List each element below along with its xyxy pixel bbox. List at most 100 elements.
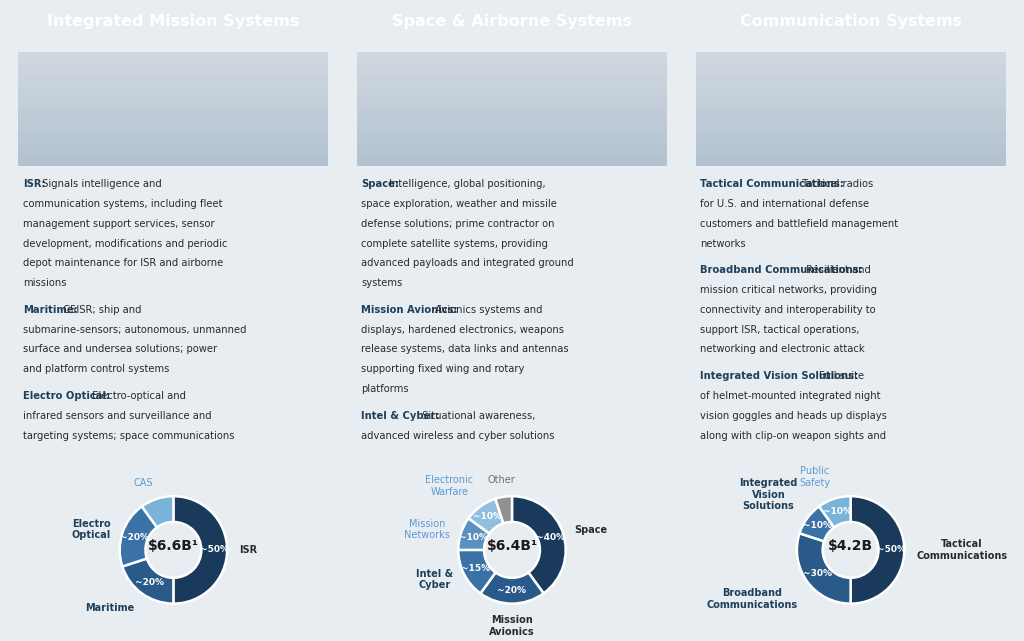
Bar	[695, 87, 1006, 98]
Bar	[695, 132, 1006, 144]
Text: Electro
Optical: Electro Optical	[72, 519, 111, 540]
Bar	[695, 121, 1006, 132]
Bar	[18, 110, 329, 121]
Wedge shape	[480, 572, 544, 604]
Bar	[18, 87, 329, 98]
Bar	[695, 53, 1006, 64]
Text: ~50%: ~50%	[877, 545, 906, 554]
Text: Electro-optical and: Electro-optical and	[89, 391, 186, 401]
Wedge shape	[122, 558, 173, 604]
Text: Mission
Networks: Mission Networks	[403, 519, 450, 540]
Text: $6.4B¹: $6.4B¹	[486, 539, 538, 553]
Bar	[18, 154, 329, 166]
Text: ~30%: ~30%	[803, 569, 833, 578]
Wedge shape	[797, 533, 851, 604]
Text: networks: networks	[700, 238, 745, 249]
Text: Intel & Cyber:: Intel & Cyber:	[361, 411, 440, 420]
Text: surface and undersea solutions; power: surface and undersea solutions; power	[23, 344, 217, 354]
Text: Situational awareness,: Situational awareness,	[419, 411, 536, 420]
Text: depot maintenance for ISR and airborne: depot maintenance for ISR and airborne	[23, 258, 223, 269]
Wedge shape	[459, 519, 489, 550]
Text: platforms: platforms	[361, 384, 409, 394]
Text: and platform control systems: and platform control systems	[23, 364, 169, 374]
Text: advanced wireless and cyber solutions: advanced wireless and cyber solutions	[361, 431, 555, 440]
Bar	[18, 75, 329, 87]
Bar	[357, 64, 667, 75]
Text: Tactical Communications:: Tactical Communications:	[700, 179, 844, 189]
Text: ~10%: ~10%	[459, 533, 487, 542]
Bar	[357, 154, 667, 166]
Text: support ISR, tactical operations,: support ISR, tactical operations,	[700, 324, 859, 335]
Text: targeting systems; space communications: targeting systems; space communications	[23, 431, 234, 440]
Text: infrared sensors and surveillance and: infrared sensors and surveillance and	[23, 411, 211, 420]
Text: ISR: ISR	[239, 545, 257, 555]
Bar	[357, 132, 667, 144]
Text: Maritime: Maritime	[86, 603, 135, 613]
Text: management support services, sensor: management support services, sensor	[23, 219, 214, 229]
Text: Space:: Space:	[361, 179, 399, 189]
Bar	[695, 110, 1006, 121]
Text: ~20%: ~20%	[135, 578, 164, 587]
Text: missions: missions	[23, 278, 67, 288]
Text: Tactical radios: Tactical radios	[799, 179, 873, 189]
Bar	[695, 75, 1006, 87]
Text: Mission
Avionics: Mission Avionics	[489, 615, 535, 637]
Text: release systems, data links and antennas: release systems, data links and antennas	[361, 344, 569, 354]
Text: Space: Space	[574, 524, 607, 535]
Text: Avionics systems and: Avionics systems and	[432, 305, 542, 315]
Text: ~10%: ~10%	[803, 521, 833, 530]
Text: Electronic
Warfare: Electronic Warfare	[425, 475, 473, 497]
Text: supporting fixed wing and rotary: supporting fixed wing and rotary	[361, 364, 524, 374]
Text: Electro Optical:: Electro Optical:	[23, 391, 110, 401]
Wedge shape	[819, 496, 851, 528]
Text: for U.S. and international defense: for U.S. and international defense	[700, 199, 869, 209]
Text: Communication Systems: Communication Systems	[739, 14, 962, 29]
Text: ~10%: ~10%	[473, 512, 503, 521]
Text: vision goggles and heads up displays: vision goggles and heads up displays	[700, 411, 887, 420]
Text: Space & Airborne Systems: Space & Airborne Systems	[392, 14, 632, 29]
Text: ~20%: ~20%	[498, 587, 526, 595]
Bar	[695, 64, 1006, 75]
Bar	[695, 154, 1006, 166]
Bar	[357, 75, 667, 87]
Text: Broadband Communications:: Broadband Communications:	[700, 265, 862, 275]
Text: CAS: CAS	[134, 478, 154, 488]
Text: ~50%: ~50%	[200, 545, 228, 554]
Text: Public
Safety: Public Safety	[799, 466, 830, 488]
Bar	[18, 98, 329, 110]
Text: advanced payloads and integrated ground: advanced payloads and integrated ground	[361, 258, 574, 269]
Text: Full suite: Full suite	[816, 371, 864, 381]
Text: $6.6B¹: $6.6B¹	[147, 539, 199, 553]
Text: Integrated
Vision
Solutions: Integrated Vision Solutions	[739, 478, 798, 512]
Text: Intelligence, global positioning,: Intelligence, global positioning,	[386, 179, 546, 189]
Text: Broadband
Communications: Broadband Communications	[707, 588, 798, 610]
Text: of helmet-mounted integrated night: of helmet-mounted integrated night	[700, 391, 881, 401]
Wedge shape	[173, 496, 227, 604]
Wedge shape	[800, 506, 835, 541]
Text: mission critical networks, providing: mission critical networks, providing	[700, 285, 877, 295]
Text: Tactical
Communications: Tactical Communications	[916, 539, 1008, 561]
Text: along with clip-on weapon sights and: along with clip-on weapon sights and	[700, 431, 886, 440]
Wedge shape	[141, 496, 173, 528]
Bar	[357, 121, 667, 132]
Text: defense solutions; prime contractor on: defense solutions; prime contractor on	[361, 219, 555, 229]
Text: ~40%: ~40%	[537, 533, 565, 542]
Wedge shape	[469, 499, 504, 533]
Text: communication systems, including fleet: communication systems, including fleet	[23, 199, 222, 209]
Text: Integrated Vision Solutions:: Integrated Vision Solutions:	[700, 371, 858, 381]
Text: Intel &
Cyber: Intel & Cyber	[417, 569, 454, 590]
Bar	[357, 110, 667, 121]
Text: ISR:: ISR:	[23, 179, 45, 189]
Text: customers and battlefield management: customers and battlefield management	[700, 219, 898, 229]
Text: networking and electronic attack: networking and electronic attack	[700, 344, 864, 354]
Text: Resilient and: Resilient and	[804, 265, 871, 275]
Text: systems: systems	[361, 278, 402, 288]
Bar	[357, 53, 667, 64]
Wedge shape	[459, 550, 496, 594]
Text: ~20%: ~20%	[120, 533, 150, 542]
Text: Mission Avionics:: Mission Avionics:	[361, 305, 458, 315]
Text: ~10%: ~10%	[823, 506, 853, 515]
Text: development, modifications and periodic: development, modifications and periodic	[23, 238, 227, 249]
Text: C5ISR; ship and: C5ISR; ship and	[60, 305, 141, 315]
Wedge shape	[851, 496, 904, 604]
